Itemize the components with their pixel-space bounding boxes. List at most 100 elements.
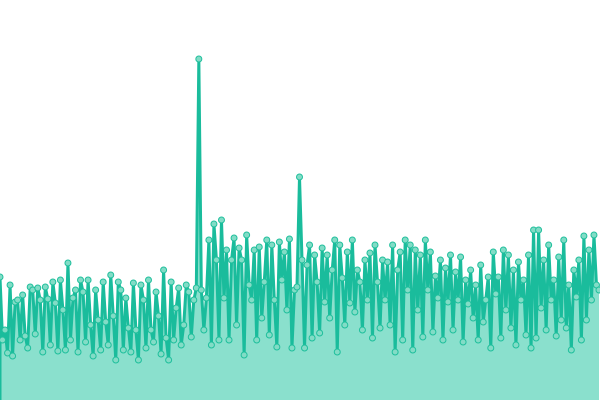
data-point	[49, 278, 57, 286]
series-line	[0, 57, 600, 400]
data-point	[197, 286, 205, 294]
data-point	[167, 278, 175, 286]
data-point	[371, 241, 379, 249]
data-point	[150, 338, 158, 346]
data-point	[522, 331, 530, 339]
data-point	[316, 329, 324, 337]
data-point	[484, 273, 492, 281]
data-point	[527, 344, 535, 352]
data-point	[318, 244, 326, 252]
data-point	[152, 288, 160, 296]
data-point	[124, 324, 132, 332]
data-point	[363, 296, 371, 304]
data-point	[61, 346, 69, 354]
data-point	[333, 348, 341, 356]
data-point	[582, 316, 590, 324]
data-point	[56, 276, 64, 284]
data-point	[240, 351, 248, 359]
data-point	[260, 278, 268, 286]
data-point	[326, 314, 334, 322]
data-point	[557, 316, 565, 324]
data-point	[132, 326, 140, 334]
data-point	[452, 268, 460, 276]
data-point	[381, 296, 389, 304]
data-point	[507, 324, 515, 332]
data-point	[19, 291, 27, 299]
data-point	[386, 321, 394, 329]
data-point	[540, 256, 548, 264]
data-point	[0, 273, 4, 281]
data-point	[200, 326, 208, 334]
data-point	[97, 346, 105, 354]
data-point	[79, 288, 87, 296]
data-point	[228, 256, 236, 264]
data-point	[285, 235, 293, 243]
data-point	[190, 296, 198, 304]
data-point	[253, 336, 261, 344]
data-point	[502, 306, 510, 314]
data-point	[411, 246, 419, 254]
data-point	[107, 271, 115, 279]
data-point	[134, 356, 142, 364]
data-point	[175, 284, 183, 292]
data-point	[482, 296, 490, 304]
data-point	[278, 276, 286, 284]
data-point	[308, 334, 316, 342]
data-point	[414, 306, 422, 314]
data-point	[54, 347, 62, 355]
data-point	[323, 251, 331, 259]
data-point	[77, 276, 85, 284]
data-point	[560, 236, 568, 244]
data-point	[492, 290, 500, 298]
data-point	[348, 236, 356, 244]
data-point	[275, 238, 283, 246]
data-point	[172, 304, 180, 312]
data-point	[336, 241, 344, 249]
data-point	[112, 356, 120, 364]
data-point	[39, 348, 47, 356]
data-point	[258, 314, 266, 322]
data-point	[122, 294, 130, 302]
data-point	[464, 300, 472, 308]
data-point	[567, 346, 575, 354]
data-point	[449, 326, 457, 334]
data-point	[341, 321, 349, 329]
data-point	[441, 264, 449, 272]
data-point	[64, 259, 72, 267]
data-point	[545, 241, 553, 249]
data-point	[477, 261, 485, 269]
data-point	[535, 226, 543, 234]
data-point	[577, 336, 585, 344]
data-point	[328, 266, 336, 274]
data-point	[494, 273, 502, 281]
data-point	[51, 299, 59, 307]
data-point	[489, 248, 497, 256]
data-point	[374, 278, 382, 286]
data-point	[519, 276, 527, 284]
data-point	[177, 341, 185, 349]
data-point	[356, 278, 364, 286]
data-point	[1, 326, 9, 334]
data-point	[243, 231, 251, 239]
data-point	[462, 276, 470, 284]
data-point	[210, 220, 218, 228]
data-point	[220, 294, 228, 302]
data-point	[84, 276, 92, 284]
data-point	[235, 244, 243, 252]
data-point	[99, 278, 107, 286]
data-point	[550, 276, 558, 284]
data-point	[512, 341, 520, 349]
data-point	[119, 346, 127, 354]
data-point	[321, 298, 329, 306]
data-point	[311, 251, 319, 259]
data-point	[104, 341, 112, 349]
data-point	[376, 324, 384, 332]
data-point	[384, 258, 392, 266]
data-point	[487, 344, 495, 352]
data-point	[215, 336, 223, 344]
data-point	[139, 296, 147, 304]
data-point	[59, 306, 67, 314]
data-point	[280, 248, 288, 256]
data-point	[447, 251, 455, 259]
data-point	[444, 298, 452, 306]
